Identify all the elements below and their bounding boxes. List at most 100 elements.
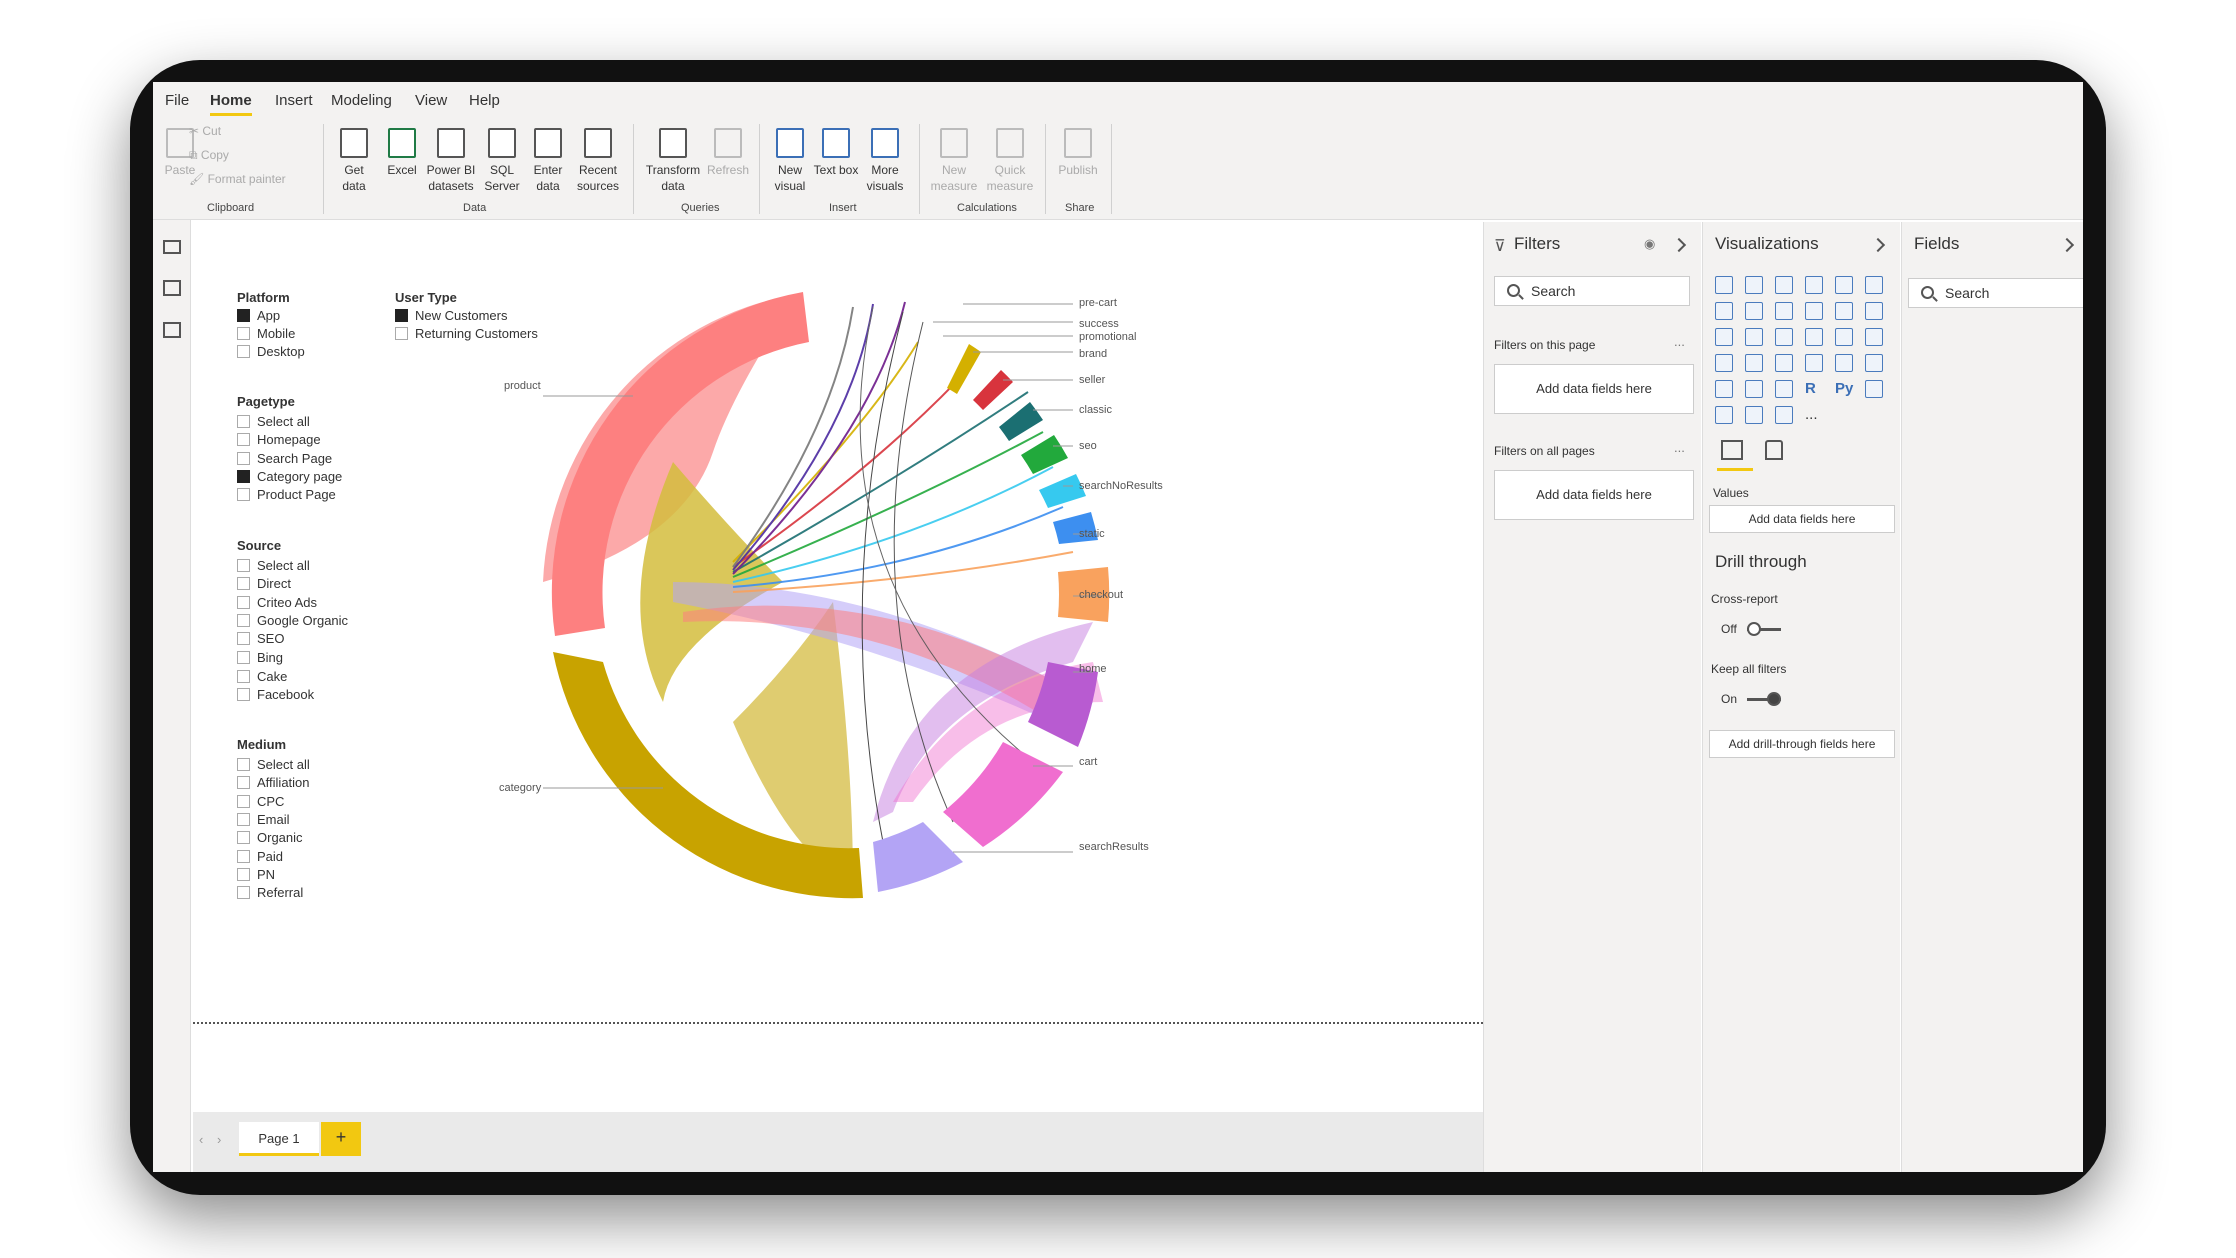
next-page-icon[interactable]: › [217, 1132, 222, 1147]
excel-button[interactable]: Excel [379, 128, 425, 178]
slicer-option-select-all[interactable]: Select all [237, 558, 310, 573]
filters-page-more-icon[interactable]: ... [1674, 334, 1685, 349]
slicer-option-bing[interactable]: Bing [237, 650, 283, 665]
tab-home[interactable]: Home [210, 92, 252, 116]
visual-type-icon[interactable] [1745, 354, 1763, 372]
slicer-option-homepage[interactable]: Homepage [237, 432, 321, 447]
more-visuals-button[interactable]: More visuals [859, 128, 911, 194]
chevron-right-icon[interactable] [1671, 237, 1687, 253]
visual-type-icon[interactable] [1775, 380, 1793, 398]
values-drop-zone[interactable]: Add data fields here [1709, 505, 1895, 533]
add-page-button[interactable]: + [321, 1122, 361, 1156]
tab-file[interactable]: File [165, 92, 190, 109]
cut-button[interactable]: ✂ Cut [189, 124, 222, 138]
filters-all-drop-zone[interactable]: Add data fields here [1494, 470, 1694, 520]
slicer-option-product-page[interactable]: Product Page [237, 487, 336, 502]
transform-data-button[interactable]: Transform data [643, 128, 703, 194]
text-box-button[interactable]: Text box [813, 128, 859, 178]
slicer-option-category-page[interactable]: Category page [237, 469, 342, 484]
visual-type-icon[interactable] [1775, 302, 1793, 320]
powerbi-datasets-button[interactable]: Power BI datasets [425, 128, 477, 194]
quick-measure-button[interactable]: Quick measure [983, 128, 1037, 194]
visual-type-icon[interactable] [1715, 328, 1733, 346]
more-visuals-icon[interactable]: ... [1805, 406, 1818, 423]
get-data-button[interactable]: Get data [331, 128, 377, 194]
report-view-icon[interactable] [163, 240, 181, 254]
visual-type-icon[interactable] [1715, 380, 1733, 398]
visual-type-icon[interactable] [1715, 276, 1733, 294]
visual-type-icon[interactable] [1775, 276, 1793, 294]
copy-button[interactable]: ⧉ Copy [189, 148, 229, 162]
cross-report-toggle[interactable] [1747, 622, 1781, 636]
tab-modeling[interactable]: Modeling [331, 92, 392, 109]
format-paint-icon[interactable] [1765, 440, 1783, 460]
slicer-option-referral[interactable]: Referral [237, 885, 303, 900]
chevron-right-icon[interactable] [2059, 237, 2075, 253]
slicer-option-cpc[interactable]: CPC [237, 794, 284, 809]
visual-type-icon[interactable] [1715, 302, 1733, 320]
chevron-right-icon[interactable] [1870, 237, 1886, 253]
filters-all-more-icon[interactable]: ... [1674, 440, 1685, 455]
slicer-option-criteo-ads[interactable]: Criteo Ads [237, 595, 317, 610]
keep-filters-toggle[interactable] [1747, 692, 1781, 706]
visual-type-icon[interactable] [1805, 276, 1823, 294]
slicer-option-seo[interactable]: SEO [237, 631, 284, 646]
python-visual-icon[interactable]: Py [1835, 380, 1854, 397]
slicer-option-returning-customers[interactable]: Returning Customers [395, 326, 538, 341]
slicer-option-email[interactable]: Email [237, 812, 290, 827]
visual-type-icon[interactable] [1835, 276, 1853, 294]
visual-type-icon[interactable] [1805, 354, 1823, 372]
format-painter-button[interactable]: 🖌 Format painter [189, 172, 286, 186]
publish-button[interactable]: Publish [1053, 128, 1103, 178]
visual-type-icon[interactable] [1865, 354, 1883, 372]
slicer-option-organic[interactable]: Organic [237, 830, 303, 845]
new-measure-button[interactable]: New measure [927, 128, 981, 194]
visual-type-icon[interactable] [1745, 276, 1763, 294]
visual-type-icon[interactable] [1805, 328, 1823, 346]
recent-sources-button[interactable]: Recent sources [571, 128, 625, 194]
enter-data-button[interactable]: Enter data [525, 128, 571, 194]
visual-type-icon[interactable] [1745, 380, 1763, 398]
slicer-option-app[interactable]: App [237, 308, 280, 323]
slicer-option-direct[interactable]: Direct [237, 576, 291, 591]
visual-type-icon[interactable] [1805, 302, 1823, 320]
visual-type-icon[interactable] [1715, 354, 1733, 372]
fields-well-icon[interactable] [1721, 440, 1743, 460]
filters-search-input[interactable]: Search [1494, 276, 1690, 306]
visual-type-icon[interactable] [1865, 302, 1883, 320]
slicer-option-search-page[interactable]: Search Page [237, 451, 332, 466]
drill-through-drop-zone[interactable]: Add drill-through fields here [1709, 730, 1895, 758]
slicer-option-select-all[interactable]: Select all [237, 414, 310, 429]
refresh-button[interactable]: Refresh [705, 128, 751, 178]
slicer-option-affiliation[interactable]: Affiliation [237, 775, 310, 790]
filters-page-drop-zone[interactable]: Add data fields here [1494, 364, 1694, 414]
eye-icon[interactable]: ◉ [1644, 236, 1656, 251]
prev-page-icon[interactable]: ‹ [199, 1132, 204, 1147]
tab-page-1[interactable]: Page 1 [239, 1122, 319, 1156]
slicer-option-google-organic[interactable]: Google Organic [237, 613, 348, 628]
visual-type-icon[interactable] [1745, 328, 1763, 346]
slicer-option-paid[interactable]: Paid [237, 849, 283, 864]
visual-type-icon[interactable] [1865, 276, 1883, 294]
visual-type-icon[interactable] [1775, 354, 1793, 372]
slicer-option-new-customers[interactable]: New Customers [395, 308, 507, 323]
slicer-option-mobile[interactable]: Mobile [237, 326, 295, 341]
visual-type-icon[interactable] [1715, 406, 1733, 424]
tab-insert[interactable]: Insert [275, 92, 313, 109]
paste-button[interactable]: Paste [157, 128, 203, 178]
visual-type-icon[interactable] [1835, 302, 1853, 320]
r-script-visual-icon[interactable]: R [1805, 380, 1816, 397]
slicer-option-cake[interactable]: Cake [237, 669, 287, 684]
slicer-option-facebook[interactable]: Facebook [237, 687, 314, 702]
new-visual-button[interactable]: New visual [767, 128, 813, 194]
visual-type-icon[interactable] [1775, 406, 1793, 424]
model-view-icon[interactable] [163, 322, 181, 338]
tab-view[interactable]: View [415, 92, 448, 109]
visual-type-icon[interactable] [1865, 328, 1883, 346]
sql-server-button[interactable]: SQL Server [479, 128, 525, 194]
data-view-icon[interactable] [163, 280, 181, 296]
fields-search-input[interactable]: Search [1908, 278, 2083, 308]
visual-type-icon[interactable] [1835, 328, 1853, 346]
visual-type-icon[interactable] [1865, 380, 1883, 398]
visual-type-icon[interactable] [1775, 328, 1793, 346]
